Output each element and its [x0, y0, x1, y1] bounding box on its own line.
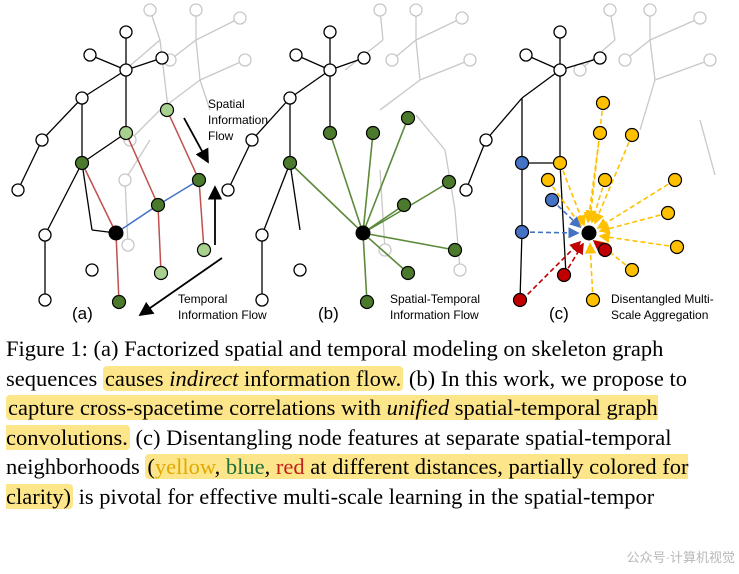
caption-highlight-3-rest: at different distances, partially colore… [6, 454, 689, 509]
caption-highlight-2-post: spatial-temporal graph convolutions. [6, 395, 658, 450]
panel-b-green-joints [282, 110, 463, 310]
caption-part-b-text: In this work, we propose to [440, 365, 687, 391]
panel-a-green-joints [74, 102, 212, 310]
panel-a-grey-skeletons [124, 9, 246, 246]
panel-c-annotation-2: Scale Aggregation [611, 308, 708, 322]
spatial-flow-label-1: Spatial [208, 97, 245, 111]
panel-c-blue-arrows [521, 199, 582, 239]
panel-b-label: (b) [318, 304, 339, 323]
caption-color-blue: blue [225, 454, 265, 479]
caption-part-a-text: Factorized spatial and temporal modeling… [6, 336, 664, 391]
panel-a: Spatial Information Flow Temporal Inform… [11, 3, 268, 323]
spatial-flow-label-3: Flow [208, 129, 234, 143]
panel-a-temporal-edges [81, 109, 205, 303]
panel-c-white-joints [459, 25, 607, 197]
caption-highlight-2-pre: capture cross-spacetime correlations wit… [8, 395, 381, 420]
spatial-flow-label-2: Information [208, 113, 268, 127]
panel-c-grey-skeletons [579, 9, 716, 176]
panel-c-yellow-arrows [547, 102, 678, 301]
figure-1-illustration: Spatial Information Flow Temporal Inform… [11, 3, 717, 323]
caption-highlight-1-emphasis: indirect [169, 365, 239, 391]
panel-c: Disentangled Multi- Scale Aggregation (c… [459, 3, 717, 323]
figure-caption: Figure 1: (a) Factorized spatial and tem… [6, 334, 734, 511]
panel-b: Spatial-Temporal Information Flow (b) [221, 3, 480, 323]
panel-b-grey-joints [373, 3, 477, 277]
panel-a-center-joint [108, 225, 124, 241]
spatial-flow-arrow [183, 117, 209, 164]
caption-part-c-text: Disentangling node features at separate … [6, 424, 672, 480]
caption-close-paren: ) [63, 483, 71, 509]
caption-part-c-label: (c) [135, 424, 161, 450]
caption-tail: is pivotal for effective multi-scale lea… [78, 483, 655, 509]
panel-c-yellow-joints [540, 95, 685, 308]
panel-b-annotation-2: Information Flow [390, 308, 479, 322]
panel-a-spatial-edges [115, 179, 200, 234]
panel-a-label: (a) [72, 304, 93, 323]
caption-highlight-1: causes indirect information flow. [102, 365, 404, 391]
panel-b-spacetime-edges [289, 117, 456, 303]
watermark: 公众号·计算机视觉 [545, 545, 739, 571]
panel-c-annotation-1: Disentangled Multi- [611, 292, 714, 306]
caption-color-red: red [275, 454, 305, 479]
temporal-flow-label-2: Information Flow [178, 308, 267, 322]
caption-figure-label: Figure 1: [6, 336, 88, 361]
temporal-flow-label-1: Temporal [178, 292, 227, 306]
panel-c-center-joint [581, 225, 597, 241]
caption-part-a-label: (a) [93, 336, 119, 361]
panel-c-blue-joints [514, 155, 560, 240]
caption-part-b-label: (b) [408, 365, 436, 391]
caption-sep-1: , [214, 454, 221, 479]
temporal-flow-arrow-left [138, 257, 223, 317]
panel-c-red-joints [512, 242, 613, 308]
panel-b-center-joint [355, 225, 371, 241]
caption-highlight-2-emphasis: unified [386, 395, 450, 420]
panel-b-white-joints [221, 25, 371, 307]
caption-highlight-1-post: information flow. [243, 365, 402, 391]
panel-c-label: (c) [549, 304, 569, 323]
caption-highlight-1-pre: causes [104, 365, 164, 391]
panel-a-grey-joints [118, 3, 252, 252]
panel-c-grey-joints [573, 3, 717, 77]
panel-b-annotation-1: Spatial-Temporal [390, 292, 480, 306]
caption-color-yellow: yellow [154, 454, 215, 479]
caption-sep-2: , [264, 454, 271, 479]
caption-open-paren: ( [147, 454, 155, 479]
panel-a-white-joints [11, 25, 169, 307]
panel-c-front-skeleton [465, 32, 601, 301]
panel-a-front-skeleton [17, 32, 163, 300]
